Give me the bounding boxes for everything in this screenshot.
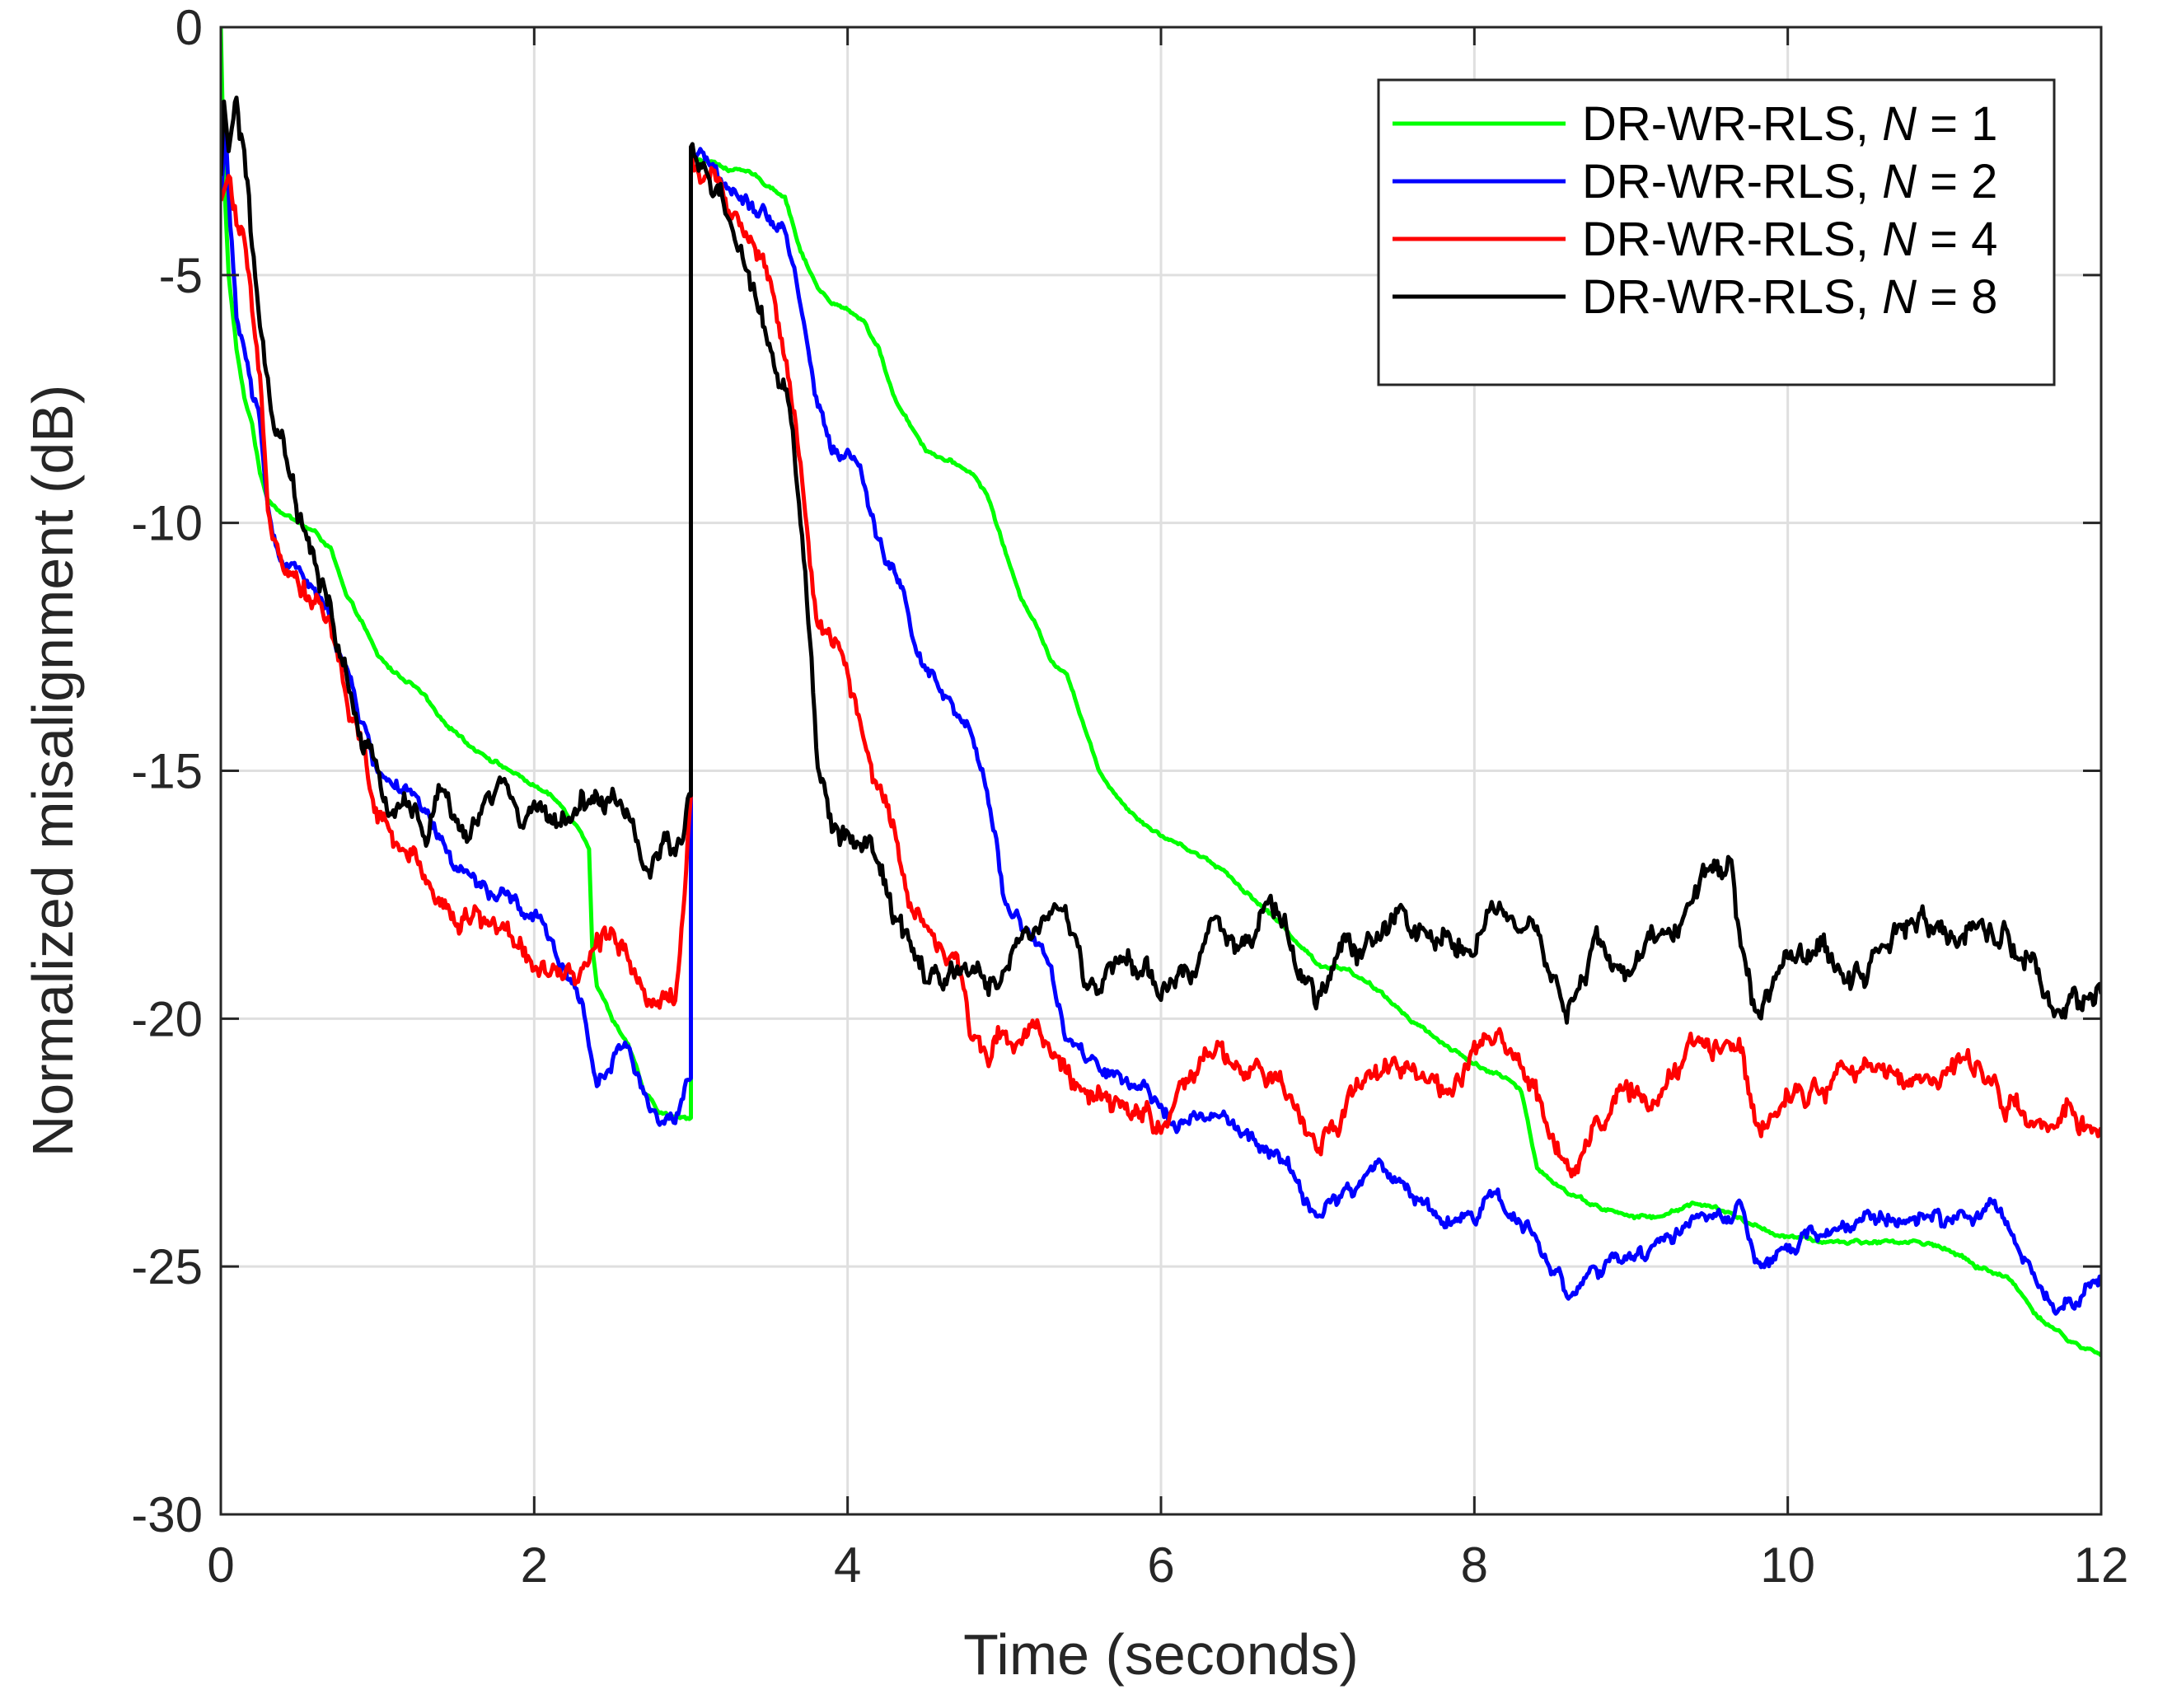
y-tick-label: -15 xyxy=(131,744,203,799)
legend-label-2: DR-WR-RLS, N = 2 xyxy=(1582,155,1997,208)
y-tick-label: -20 xyxy=(131,991,203,1046)
legend-label-3: DR-WR-RLS, N = 4 xyxy=(1582,213,1997,266)
axis-ticks xyxy=(219,26,2103,1516)
y-tick-label: 0 xyxy=(176,0,203,55)
series-line-4 xyxy=(221,96,2101,1025)
x-tick-label: 6 xyxy=(1147,1537,1174,1593)
x-tick-label: 2 xyxy=(521,1537,548,1593)
series-line-2 xyxy=(221,124,2101,1316)
legend-label-1: DR-WR-RLS, N = 1 xyxy=(1582,97,1997,151)
y-axis-title: Normalized misalignment (dB) xyxy=(21,385,85,1158)
x-tick-label: 4 xyxy=(834,1537,861,1593)
series-line-1 xyxy=(221,27,2101,1358)
legend: DR-WR-RLS, N = 1DR-WR-RLS, N = 2DR-WR-RL… xyxy=(1377,78,2056,386)
series-line-3 xyxy=(221,152,2101,1179)
y-tick-label: -10 xyxy=(131,496,203,551)
series-layer xyxy=(221,27,2101,1358)
y-tick-label: -25 xyxy=(131,1239,203,1294)
tick-labels: 0 2 4 6 8 10 12 0 -5 -10 -15 -20 -25 -30 xyxy=(131,0,2128,1593)
legend-label-4: DR-WR-RLS, N = 8 xyxy=(1582,270,1997,324)
x-tick-label: 10 xyxy=(1760,1537,1815,1593)
x-tick-label: 0 xyxy=(207,1537,234,1593)
y-tick-label: -5 xyxy=(159,248,203,303)
x-tick-label: 12 xyxy=(2074,1537,2129,1593)
y-tick-label: -30 xyxy=(131,1487,203,1542)
legend-box xyxy=(1377,78,2056,386)
x-axis-title: Time (seconds) xyxy=(963,1622,1359,1687)
x-tick-label: 8 xyxy=(1461,1537,1488,1593)
